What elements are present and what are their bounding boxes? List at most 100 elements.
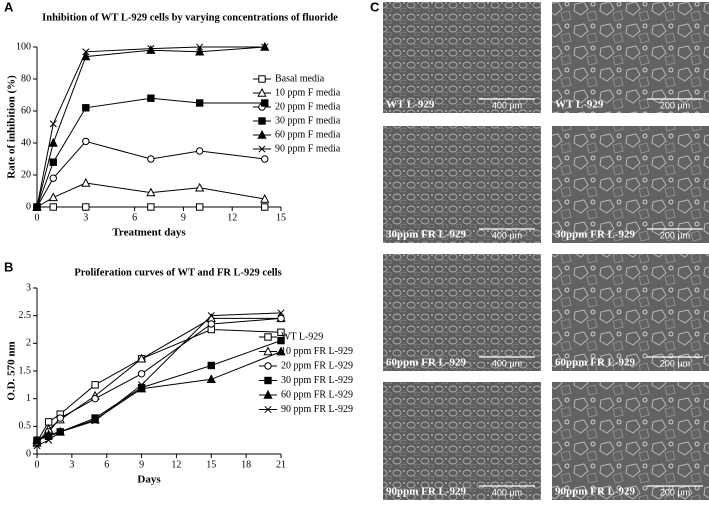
x-axis-title: Days	[137, 474, 161, 486]
micrograph-shade	[383, 382, 541, 500]
panel-label: B	[4, 259, 13, 274]
marker	[138, 381, 146, 389]
micrograph-shade	[552, 126, 709, 243]
legend-symbol	[263, 389, 273, 399]
x-tick-label: 3	[83, 212, 88, 223]
series-line	[36, 97, 265, 208]
scale-label: 400 µm	[492, 230, 522, 240]
x-axis-title: Treatment days	[112, 227, 186, 239]
micrograph-label: WT L-929	[386, 99, 435, 111]
marker	[147, 94, 155, 102]
marker	[261, 155, 269, 163]
x-tick-label: 12	[227, 212, 237, 223]
panel-label: A	[4, 0, 14, 14]
micrograph-shade	[383, 126, 541, 243]
marker	[260, 193, 270, 203]
marker	[82, 137, 90, 146]
series-line	[36, 351, 282, 441]
line-chart: Proliferation curves of WT and FR L-929 …	[6, 267, 353, 485]
marker	[48, 137, 58, 147]
series-line	[36, 340, 282, 441]
marker	[147, 45, 155, 53]
legend-symbol	[264, 405, 272, 414]
legend-symbol	[263, 346, 273, 356]
series-line	[36, 312, 282, 447]
series-line	[36, 328, 282, 443]
x-tick-label: 15	[206, 459, 216, 470]
micrograph-label: 60ppm FR L-929	[386, 357, 467, 369]
micrograph: 60ppm FR L-929 400 µm	[383, 254, 541, 371]
legend-symbol	[258, 117, 266, 125]
chart-title: Inhibition of WT L-929 cells by varying …	[42, 12, 338, 23]
micrograph: 90ppm FR L-929 400 µm	[383, 382, 541, 500]
micrograph-image	[383, 382, 541, 500]
marker	[91, 381, 99, 389]
micrograph-image	[552, 126, 709, 243]
micrograph-label: 90ppm FR L-929	[555, 486, 636, 498]
y-tick-label: 20	[21, 169, 31, 180]
y-tick-label: 60	[21, 105, 31, 116]
marker	[206, 374, 216, 383]
scale-label: 200 µm	[660, 100, 690, 110]
marker	[261, 203, 269, 211]
y-tick-label: 2	[26, 338, 31, 349]
series-line	[36, 46, 265, 208]
marker	[91, 394, 99, 403]
legend-label: 10 ppm FR L-929	[281, 346, 353, 357]
micrograph-image	[383, 2, 541, 113]
legend-label: Basal media	[275, 73, 325, 84]
legend-label: 60 ppm FR L-929	[281, 389, 353, 400]
y-tick-label: 80	[21, 73, 31, 84]
marker	[146, 187, 156, 197]
marker	[277, 328, 285, 336]
micrograph-label: 90ppm FR L-929	[386, 486, 467, 498]
micrograph: WT L-929 200 µm	[552, 2, 709, 113]
marker	[33, 442, 41, 450]
legend-label: 30 ppm FR L-929	[281, 375, 353, 386]
marker	[32, 435, 42, 444]
legend-label: 20 ppm FR L-929	[281, 360, 353, 371]
series-line	[36, 46, 265, 208]
x-tick-label: 9	[181, 212, 186, 223]
marker	[49, 174, 57, 182]
legend-symbol	[264, 362, 272, 370]
x-tick-label: 0	[35, 212, 40, 223]
legend-label: 90 ppm FR L-929	[281, 404, 353, 415]
marker	[207, 320, 215, 328]
micrograph-image	[383, 254, 541, 371]
legend-label: 90 ppm F media	[275, 143, 341, 154]
marker	[195, 99, 204, 107]
line-chart: Inhibition of WT L-929 cells by varying …	[6, 12, 341, 238]
y-axis-title: O.D. 570 nm	[6, 341, 18, 400]
micrograph: 30ppm FR L-929 200 µm	[552, 126, 709, 243]
legend-symbol	[258, 75, 266, 83]
marker	[49, 203, 57, 211]
marker	[49, 120, 57, 128]
legend-symbol	[258, 145, 266, 153]
marker	[81, 177, 91, 187]
x-tick-label: 3	[69, 459, 74, 470]
micrograph: 30ppm FR L-929 400 µm	[383, 126, 541, 243]
marker	[147, 155, 155, 163]
marker	[277, 314, 285, 323]
micrograph-shade	[552, 254, 709, 371]
marker	[147, 203, 155, 211]
x-tick-label: 6	[132, 212, 137, 223]
y-tick-label: 40	[21, 137, 31, 148]
marker	[82, 104, 90, 112]
marker	[91, 417, 99, 425]
marker	[136, 383, 147, 393]
marker	[136, 353, 147, 363]
micrograph-label: WT L-929	[555, 99, 604, 111]
marker	[277, 309, 285, 317]
micrograph: WT L-929 400 µm	[383, 2, 541, 113]
marker	[48, 192, 58, 202]
micrograph-image	[383, 126, 541, 243]
micrograph-label: 60ppm FR L-929	[555, 357, 636, 369]
marker	[43, 429, 54, 439]
x-tick-label: 6	[104, 459, 109, 470]
y-tick-label: 0	[26, 448, 31, 459]
marker	[277, 336, 285, 345]
